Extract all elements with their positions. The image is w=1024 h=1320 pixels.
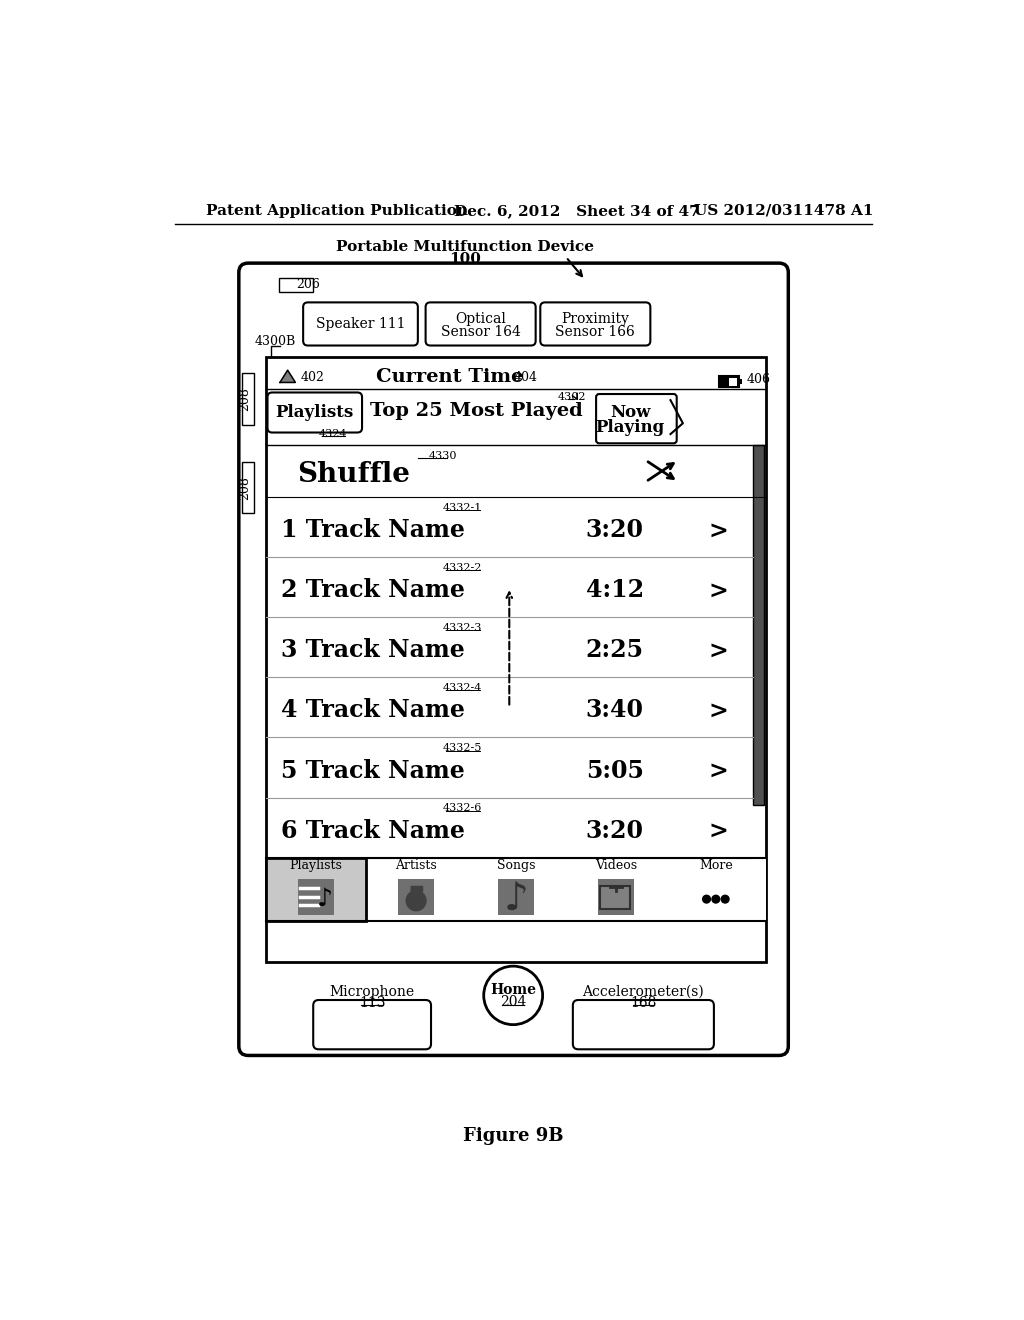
Text: 4:12: 4:12	[586, 578, 644, 602]
Text: Portable Multifunction Device: Portable Multifunction Device	[336, 240, 594, 253]
Bar	[720, 378, 729, 385]
Text: 208: 208	[238, 477, 251, 500]
Bar	[498, 879, 534, 915]
Text: 406: 406	[746, 372, 770, 385]
Text: 204: 204	[500, 995, 526, 1010]
Text: Songs: Songs	[497, 859, 536, 871]
Text: 4332-1: 4332-1	[443, 503, 482, 513]
Text: >: >	[709, 519, 728, 543]
Text: US 2012/0311478 A1: US 2012/0311478 A1	[693, 203, 873, 218]
Circle shape	[721, 895, 729, 903]
Text: 4324: 4324	[319, 429, 347, 440]
Text: Top 25 Most Played: Top 25 Most Played	[371, 403, 583, 420]
Bar	[754, 445, 764, 805]
Text: 3:20: 3:20	[586, 818, 644, 842]
Text: 3:20: 3:20	[586, 519, 644, 543]
Text: 208: 208	[238, 387, 251, 411]
Text: ▬: ▬	[408, 879, 424, 898]
FancyBboxPatch shape	[239, 263, 788, 1056]
Bar	[598, 879, 634, 915]
FancyBboxPatch shape	[572, 1001, 714, 1049]
Text: 5 Track Name: 5 Track Name	[282, 759, 465, 783]
Text: Accelerometer(s): Accelerometer(s)	[583, 985, 705, 998]
Text: Sensor 166: Sensor 166	[555, 325, 635, 339]
Text: 4 Track Name: 4 Track Name	[282, 698, 465, 722]
Text: ♪: ♪	[504, 880, 528, 919]
Text: >: >	[709, 698, 728, 722]
Text: Speaker 111: Speaker 111	[315, 317, 406, 331]
Bar	[266, 858, 766, 921]
FancyBboxPatch shape	[596, 395, 677, 444]
Text: Optical: Optical	[456, 313, 506, 326]
Text: Videos: Videos	[595, 859, 637, 871]
Bar	[720, 378, 737, 385]
FancyBboxPatch shape	[267, 392, 362, 433]
FancyBboxPatch shape	[242, 462, 254, 513]
Text: 3:40: 3:40	[586, 698, 644, 722]
Text: >: >	[709, 578, 728, 602]
Text: 4300B: 4300B	[254, 335, 296, 348]
Text: 100: 100	[450, 252, 481, 265]
FancyBboxPatch shape	[313, 1001, 431, 1049]
Text: 4302: 4302	[558, 392, 587, 403]
Text: >: >	[709, 639, 728, 663]
Text: 4332-2: 4332-2	[443, 564, 482, 573]
Text: Playlists: Playlists	[275, 404, 354, 421]
Circle shape	[483, 966, 543, 1024]
Text: 2 Track Name: 2 Track Name	[282, 578, 465, 602]
Bar	[398, 879, 434, 915]
Text: 1 Track Name: 1 Track Name	[282, 519, 465, 543]
Text: >: >	[709, 759, 728, 783]
Text: Dec. 6, 2012   Sheet 34 of 47: Dec. 6, 2012 Sheet 34 of 47	[454, 203, 699, 218]
Text: Artists: Artists	[395, 859, 437, 871]
Text: Microphone: Microphone	[330, 985, 415, 998]
Text: Sensor 164: Sensor 164	[440, 325, 520, 339]
Text: 6 Track Name: 6 Track Name	[282, 818, 465, 842]
Bar	[738, 379, 741, 384]
Polygon shape	[280, 370, 295, 383]
Circle shape	[702, 895, 711, 903]
FancyBboxPatch shape	[426, 302, 536, 346]
Text: 4332-5: 4332-5	[443, 743, 482, 754]
Text: Playlists: Playlists	[290, 859, 342, 871]
Text: >: >	[709, 818, 728, 842]
Text: Playing: Playing	[596, 420, 665, 437]
Circle shape	[712, 895, 720, 903]
Text: ♪: ♪	[317, 887, 333, 911]
Text: 206: 206	[296, 279, 321, 292]
Text: 4332-3: 4332-3	[443, 623, 482, 634]
Bar	[266, 358, 766, 961]
Text: 402: 402	[301, 371, 325, 384]
Bar	[719, 376, 738, 387]
Text: 4332-6: 4332-6	[443, 804, 482, 813]
Text: 2:25: 2:25	[586, 639, 644, 663]
Text: 4330: 4330	[429, 450, 457, 461]
Text: 113: 113	[358, 997, 385, 1010]
FancyBboxPatch shape	[303, 302, 418, 346]
Text: Now: Now	[610, 404, 650, 421]
FancyBboxPatch shape	[600, 886, 630, 909]
FancyBboxPatch shape	[242, 374, 254, 425]
Text: More: More	[699, 859, 733, 871]
Text: 3 Track Name: 3 Track Name	[282, 639, 465, 663]
Text: Shuffle: Shuffle	[297, 461, 410, 487]
Text: Current Time: Current Time	[376, 368, 523, 385]
FancyBboxPatch shape	[280, 277, 313, 292]
Text: Proximity: Proximity	[561, 313, 630, 326]
Text: 4332-4: 4332-4	[443, 684, 482, 693]
Text: 404: 404	[513, 371, 538, 384]
FancyBboxPatch shape	[541, 302, 650, 346]
Text: Patent Application Publication: Patent Application Publication	[206, 203, 468, 218]
Text: ●: ●	[403, 886, 428, 913]
Text: 168: 168	[630, 997, 656, 1010]
Bar	[298, 879, 334, 915]
Text: Home: Home	[490, 983, 537, 997]
Bar	[266, 858, 366, 921]
Text: 5:05: 5:05	[586, 759, 644, 783]
Text: Figure 9B: Figure 9B	[463, 1127, 563, 1146]
